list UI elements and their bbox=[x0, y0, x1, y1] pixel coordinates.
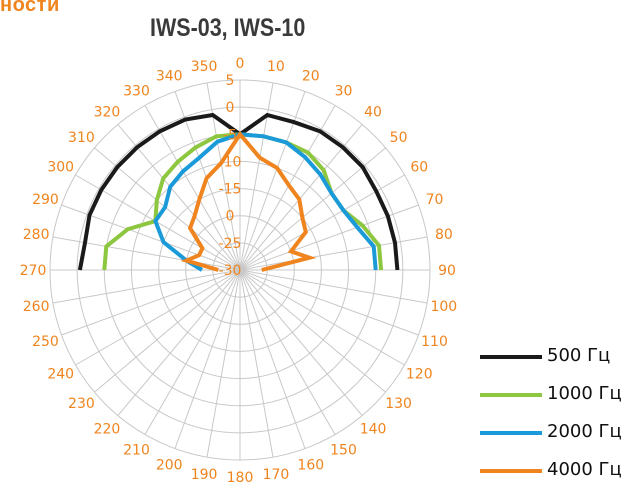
angle-tick-label: 30 bbox=[335, 84, 353, 100]
grid-spoke bbox=[239, 269, 274, 458]
chart-title: IWS-03, IWS-10 bbox=[150, 14, 306, 42]
grid-spoke bbox=[239, 269, 419, 336]
grid-spoke bbox=[174, 269, 241, 449]
legend-swatch bbox=[480, 431, 542, 435]
angle-tick-label: 110 bbox=[421, 334, 448, 350]
radial-tick-label: -15 bbox=[219, 182, 242, 198]
grid-spoke bbox=[61, 269, 241, 336]
radial-tick-label: -25 bbox=[219, 236, 242, 252]
radial-tick-label: -10 bbox=[219, 154, 242, 170]
angle-tick-label: 150 bbox=[330, 442, 357, 458]
angle-tick-label: 170 bbox=[263, 467, 290, 483]
grid-spoke bbox=[239, 269, 405, 366]
angle-tick-label: 250 bbox=[32, 334, 59, 350]
grid-spoke bbox=[52, 269, 241, 304]
angle-tick-label: 10 bbox=[267, 59, 285, 75]
radial-tick-label: 5 bbox=[226, 73, 235, 89]
angle-tick-label: 210 bbox=[123, 442, 150, 458]
series-lines bbox=[77, 112, 400, 272]
legend-label: 500 Гц bbox=[547, 345, 611, 366]
radial-tick-label: -30 bbox=[219, 263, 242, 279]
legend-label: 1000 Гц bbox=[547, 383, 622, 404]
angle-tick-label: 50 bbox=[390, 130, 408, 146]
angle-tick-label: 190 bbox=[191, 467, 218, 483]
angle-tick-label: 290 bbox=[32, 192, 59, 208]
grid-spoke bbox=[239, 269, 363, 416]
angle-tick-label: 70 bbox=[426, 192, 444, 208]
angle-tick-label: 270 bbox=[20, 263, 47, 279]
angle-tick-label: 100 bbox=[430, 299, 457, 315]
angle-tick-label: 60 bbox=[410, 160, 428, 176]
radial-tick-label: 0 bbox=[226, 209, 235, 225]
legend-label: 4000 Гц bbox=[547, 459, 622, 480]
legend-item: 2000 Гц bbox=[480, 421, 622, 443]
angle-tick-label: 200 bbox=[156, 458, 183, 474]
grid-spoke bbox=[94, 269, 241, 393]
angle-tick-label: 240 bbox=[47, 367, 74, 383]
radial-tick-label: 0 bbox=[226, 100, 235, 116]
grid-spoke bbox=[239, 269, 336, 435]
legend-item: 4000 Гц bbox=[480, 459, 622, 481]
angle-tick-label: 340 bbox=[156, 68, 183, 84]
angle-tick-label: 280 bbox=[23, 227, 50, 243]
angle-tick-label: 300 bbox=[47, 160, 74, 176]
grid-spoke bbox=[239, 269, 386, 393]
grid-spoke bbox=[206, 269, 241, 458]
legend-swatch bbox=[480, 355, 542, 359]
legend-swatch bbox=[480, 469, 542, 473]
angle-tick-label: 20 bbox=[302, 68, 320, 84]
legend-item: 1000 Гц bbox=[480, 383, 622, 405]
grid-spoke bbox=[117, 269, 241, 416]
grid-spoke bbox=[144, 269, 241, 435]
angle-tick-label: 330 bbox=[123, 84, 150, 100]
legend-label: 2000 Гц bbox=[547, 421, 622, 442]
series-line bbox=[180, 130, 317, 272]
angle-tick-label: 320 bbox=[94, 104, 121, 120]
grid-spoke bbox=[239, 269, 306, 449]
angle-tick-label: 40 bbox=[364, 104, 382, 120]
angle-tick-label: 140 bbox=[360, 422, 387, 438]
angle-tick-label: 80 bbox=[435, 227, 453, 243]
angle-tick-label: 160 bbox=[297, 458, 324, 474]
angle-tick-label: 90 bbox=[438, 263, 456, 279]
legend-swatch bbox=[480, 393, 542, 397]
angle-tick-label: 260 bbox=[23, 299, 50, 315]
angle-tick-label: 0 bbox=[236, 56, 245, 72]
angle-tick-labels: 0 102030405060708090100110120130140150160… bbox=[20, 56, 458, 485]
legend-item: 500 Гц bbox=[480, 345, 622, 367]
header-fragment: ности bbox=[0, 0, 60, 16]
angle-tick-label: 310 bbox=[68, 130, 95, 146]
angle-tick-label: 180 bbox=[227, 470, 254, 485]
grid-spoke bbox=[75, 269, 241, 366]
angle-tick-label: 350 bbox=[191, 59, 218, 75]
angle-tick-label: 230 bbox=[68, 396, 95, 412]
grid-spoke bbox=[239, 269, 428, 304]
angle-tick-label: 120 bbox=[406, 367, 433, 383]
angle-tick-label: 220 bbox=[94, 422, 121, 438]
radial-tick-labels: 5 0 -5 -10 -15 0 -25 -30 bbox=[219, 73, 242, 279]
angle-tick-label: 130 bbox=[385, 396, 412, 412]
radial-tick-label: -5 bbox=[223, 127, 237, 143]
